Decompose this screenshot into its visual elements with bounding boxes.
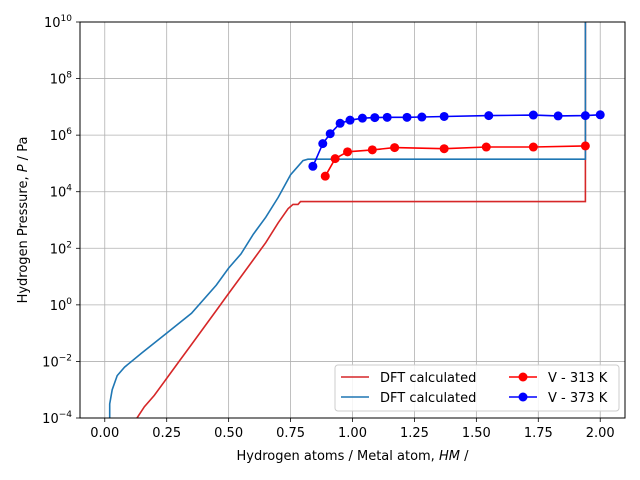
- x-axis-label-prefix: Hydrogen atoms / Metal atom,: [237, 449, 439, 464]
- y-tick-base: 10: [42, 355, 59, 370]
- y-tick-base: 10: [50, 73, 67, 88]
- y-tick-base: 10: [42, 412, 59, 427]
- y-tick-base: 10: [50, 299, 67, 314]
- series-line: [108, 22, 587, 418]
- x-tick-label: 0.25: [152, 426, 181, 441]
- x-axis: 0.00 0.25 0.50 0.75 1.00 1.25 1.50 1.75 2.00: [90, 418, 615, 441]
- y-tick-exponent: −4: [59, 410, 73, 420]
- y-tick-exponent: 2: [66, 240, 72, 250]
- y-tick-exponent: 4: [66, 184, 72, 194]
- y-tick-label: 106: [50, 127, 73, 144]
- series-3: [308, 110, 605, 171]
- y-tick-base: 10: [50, 186, 67, 201]
- y-tick-label: 102: [50, 240, 72, 257]
- legend-item: DFT calculated: [341, 391, 476, 406]
- x-axis-label-suffix: /: [460, 449, 469, 464]
- data-point: [390, 143, 400, 153]
- y-tick-base: 10: [50, 129, 67, 144]
- x-tick-label: 0.50: [214, 426, 243, 441]
- legend: DFT calculated DFT calculated V - 313 K V -…: [334, 364, 620, 412]
- x-axis-label: Hydrogen atoms / Metal atom, HM /: [237, 449, 470, 464]
- data-point: [553, 111, 563, 121]
- data-point: [308, 161, 318, 171]
- x-tick-label: 0.00: [90, 426, 119, 441]
- y-tick-exponent: 8: [66, 71, 72, 81]
- x-axis-label-symbol: HM: [439, 449, 460, 464]
- data-point: [335, 118, 345, 128]
- series-2: [320, 141, 590, 181]
- data-point: [528, 110, 538, 120]
- legend-marker: [518, 372, 528, 382]
- data-point: [325, 129, 335, 139]
- y-tick-exponent: 10: [61, 14, 73, 24]
- data-point: [484, 111, 494, 121]
- series-1: [108, 22, 587, 418]
- series-line: [312, 114, 601, 167]
- data-point: [382, 112, 392, 122]
- legend-label: DFT calculated: [380, 371, 476, 386]
- legend-box: [334, 364, 620, 412]
- series-0: [136, 22, 587, 418]
- data-point: [417, 112, 427, 122]
- legend-item: V - 373 K: [509, 391, 608, 406]
- legend-label: V - 373 K: [548, 391, 608, 406]
- data-point: [345, 115, 355, 125]
- legend-item: V - 313 K: [509, 371, 608, 386]
- x-tick-label: 1.00: [338, 426, 367, 441]
- y-tick-label: 10−2: [42, 353, 72, 370]
- y-tick-label: 100: [50, 297, 73, 314]
- data-point: [439, 111, 449, 121]
- data-point: [367, 145, 377, 155]
- data-point: [357, 113, 367, 123]
- y-axis-label-suffix: / Pa: [16, 137, 31, 165]
- series-line: [136, 22, 587, 418]
- y-tick-exponent: 0: [66, 297, 72, 307]
- x-tick-label: 2.00: [586, 426, 615, 441]
- y-tick-label: 1010: [44, 14, 72, 31]
- data-point: [580, 141, 590, 151]
- data-point: [580, 111, 590, 121]
- data-point: [343, 147, 353, 157]
- data-point: [402, 112, 412, 122]
- y-axis-label: Hydrogen Pressure, P / Pa: [16, 137, 31, 304]
- y-tick-label: 10−4: [42, 410, 72, 427]
- y-tick-base: 10: [50, 242, 67, 257]
- x-tick-label: 1.50: [462, 426, 491, 441]
- x-tick-label: 1.25: [400, 426, 429, 441]
- legend-marker: [518, 392, 528, 402]
- data-point: [481, 142, 491, 152]
- data-point: [330, 154, 340, 164]
- legend-item: DFT calculated: [341, 371, 476, 386]
- y-tick-label: 108: [50, 71, 73, 88]
- y-tick-label: 104: [50, 184, 73, 201]
- y-tick-exponent: 6: [66, 127, 72, 137]
- data-point: [439, 144, 449, 154]
- y-tick-base: 10: [44, 16, 61, 31]
- x-tick-label: 1.75: [524, 426, 553, 441]
- data-point: [370, 113, 380, 123]
- data-point: [318, 139, 328, 149]
- legend-label: DFT calculated: [380, 391, 476, 406]
- data-point: [528, 142, 538, 152]
- data-point: [320, 171, 330, 181]
- y-tick-exponent: −2: [59, 353, 72, 363]
- y-axis-label-symbol: P: [16, 164, 31, 172]
- legend-label: V - 313 K: [548, 371, 608, 386]
- y-axis-label-prefix: Hydrogen Pressure,: [16, 172, 31, 303]
- data-point: [595, 110, 605, 120]
- plot-area: [108, 22, 605, 418]
- x-tick-label: 0.75: [276, 426, 305, 441]
